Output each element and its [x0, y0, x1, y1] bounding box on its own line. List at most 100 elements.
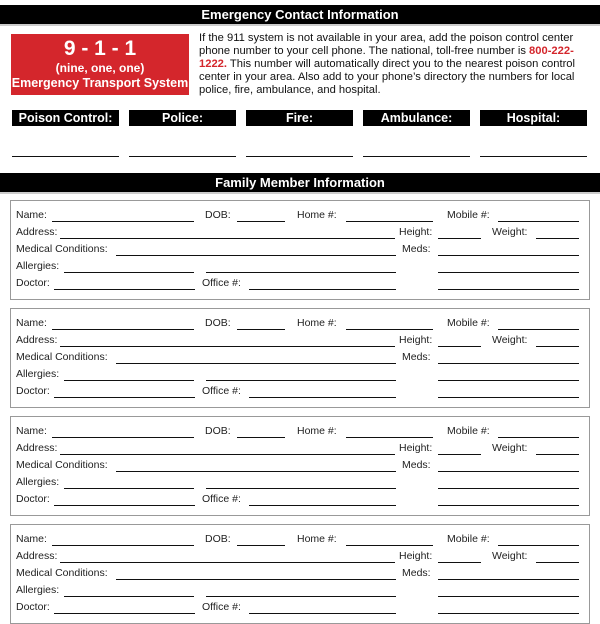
allergies-label: Allergies: [16, 368, 60, 380]
poison-control-phone: 800-222-1222. [199, 45, 574, 70]
extra-field[interactable] [206, 596, 396, 597]
height-field[interactable] [438, 562, 481, 563]
home-field[interactable] [346, 221, 433, 222]
mobile-field[interactable] [498, 437, 579, 438]
dob-label: DOB: [205, 533, 231, 545]
extra-field[interactable] [438, 488, 579, 489]
meds-field[interactable] [438, 579, 579, 580]
dob-label: DOB: [205, 317, 231, 329]
allergies-label: Allergies: [16, 584, 60, 596]
weight-label: Weight: [492, 550, 528, 562]
extra-field[interactable] [438, 505, 579, 506]
family-member-card: Name: DOB: Home #: Mobile #: Address: Height:… [10, 524, 590, 624]
medical-label: Medical Conditions: [16, 243, 108, 255]
address-field[interactable] [60, 346, 395, 347]
height-field[interactable] [438, 454, 481, 455]
name-field[interactable] [52, 221, 194, 222]
name-label: Name: [16, 317, 47, 329]
emergency-911-box: 9 - 1 - 1 (nine, one, one) Emergency Tra… [11, 34, 189, 95]
emergency-number-spelled: (nine, one, one) [55, 61, 145, 75]
doctor-field[interactable] [54, 613, 195, 614]
height-field[interactable] [438, 238, 481, 239]
allergies-field[interactable] [64, 272, 194, 273]
home-field[interactable] [346, 545, 433, 546]
extra-field[interactable] [206, 380, 396, 381]
name-label: Name: [16, 425, 47, 437]
height-field[interactable] [438, 346, 481, 347]
name-field[interactable] [52, 437, 194, 438]
dob-label: DOB: [205, 425, 231, 437]
dob-field[interactable] [237, 329, 285, 330]
allergies-field[interactable] [64, 380, 194, 381]
doctor-field[interactable] [54, 397, 195, 398]
dob-field[interactable] [237, 545, 285, 546]
contact-number-field[interactable] [246, 156, 353, 157]
mobile-field[interactable] [498, 329, 579, 330]
name-field[interactable] [52, 545, 194, 546]
address-field[interactable] [60, 562, 395, 563]
doctor-label: Doctor: [16, 385, 50, 397]
office-field[interactable] [249, 397, 396, 398]
office-label: Office #: [202, 601, 241, 613]
contact-number-field[interactable] [363, 156, 470, 157]
allergies-field[interactable] [64, 488, 194, 489]
extra-field[interactable] [438, 397, 579, 398]
home-label: Home #: [297, 209, 337, 221]
meds-label: Meds: [402, 243, 431, 255]
office-field[interactable] [249, 505, 396, 506]
extra-field[interactable] [438, 596, 579, 597]
weight-field[interactable] [536, 454, 579, 455]
doctor-field[interactable] [54, 505, 195, 506]
office-label: Office #: [202, 277, 241, 289]
weight-label: Weight: [492, 334, 528, 346]
medical-field[interactable] [116, 471, 396, 472]
name-label: Name: [16, 209, 47, 221]
contact-label: Hospital: [480, 110, 587, 126]
extra-field[interactable] [438, 272, 579, 273]
name-field[interactable] [52, 329, 194, 330]
name-label: Name: [16, 533, 47, 545]
weight-field[interactable] [536, 562, 579, 563]
home-field[interactable] [346, 437, 433, 438]
contact-label: Fire: [246, 110, 353, 126]
office-field[interactable] [249, 289, 396, 290]
emergency-system-name: Emergency Transport System [11, 76, 189, 90]
doctor-field[interactable] [54, 289, 195, 290]
allergies-label: Allergies: [16, 476, 60, 488]
mobile-label: Mobile #: [447, 533, 490, 545]
home-label: Home #: [297, 425, 337, 437]
meds-label: Meds: [402, 459, 431, 471]
medical-field[interactable] [116, 579, 396, 580]
extra-field[interactable] [206, 488, 396, 489]
emergency-contact-header: Emergency Contact Information [0, 5, 600, 26]
extra-field[interactable] [438, 613, 579, 614]
office-label: Office #: [202, 385, 241, 397]
contact-number-field[interactable] [129, 156, 236, 157]
home-field[interactable] [346, 329, 433, 330]
medical-field[interactable] [116, 255, 396, 256]
dob-field[interactable] [237, 437, 285, 438]
meds-field[interactable] [438, 363, 579, 364]
address-label: Address: [16, 550, 58, 562]
weight-field[interactable] [536, 238, 579, 239]
extra-field[interactable] [438, 289, 579, 290]
meds-field[interactable] [438, 255, 579, 256]
address-field[interactable] [60, 238, 395, 239]
contact-number-field[interactable] [480, 156, 587, 157]
mobile-field[interactable] [498, 545, 579, 546]
allergies-field[interactable] [64, 596, 194, 597]
medical-label: Medical Conditions: [16, 351, 108, 363]
address-label: Address: [16, 334, 58, 346]
contact-number-field[interactable] [12, 156, 119, 157]
weight-field[interactable] [536, 346, 579, 347]
address-field[interactable] [60, 454, 395, 455]
office-field[interactable] [249, 613, 396, 614]
extra-field[interactable] [438, 380, 579, 381]
meds-field[interactable] [438, 471, 579, 472]
meds-label: Meds: [402, 351, 431, 363]
medical-field[interactable] [116, 363, 396, 364]
extra-field[interactable] [206, 272, 396, 273]
office-label: Office #: [202, 493, 241, 505]
mobile-field[interactable] [498, 221, 579, 222]
dob-field[interactable] [237, 221, 285, 222]
